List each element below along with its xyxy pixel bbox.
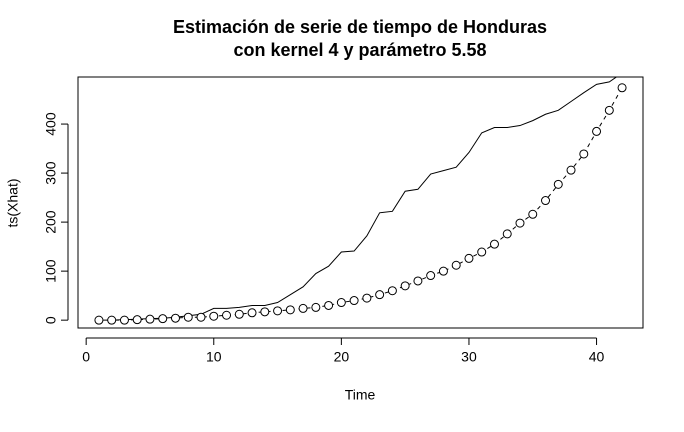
- data-point: [196, 312, 206, 322]
- data-point: [119, 315, 129, 325]
- y-axis-label: ts(Xhat): [5, 178, 21, 227]
- data-point: [426, 271, 436, 281]
- data-point: [451, 260, 461, 270]
- plot-frame: [77, 76, 644, 329]
- data-point: [528, 209, 538, 219]
- data-point: [145, 314, 155, 324]
- data-point: [579, 149, 589, 159]
- data-point: [234, 309, 244, 319]
- data-point: [183, 312, 193, 322]
- y-tick-label: 300: [43, 161, 59, 185]
- data-point: [349, 296, 359, 306]
- data-point: [132, 315, 142, 325]
- data-point: [273, 306, 283, 316]
- data-point: [400, 281, 410, 291]
- data-point: [515, 218, 525, 228]
- chart-title: Estimación de serie de tiempo de Hondura…: [173, 17, 547, 37]
- data-point: [438, 266, 448, 276]
- data-point: [311, 302, 321, 312]
- data-point: [260, 307, 270, 317]
- data-point: [324, 300, 334, 310]
- data-point: [209, 311, 219, 321]
- data-point: [617, 83, 627, 93]
- data-point: [502, 229, 512, 239]
- x-tick-label: 40: [589, 349, 605, 365]
- data-point: [489, 239, 499, 249]
- data-point: [387, 286, 397, 296]
- data-point: [247, 308, 257, 318]
- y-tick-label: 100: [43, 259, 59, 283]
- data-point: [592, 126, 602, 136]
- x-tick-label: 0: [82, 349, 90, 365]
- data-point: [604, 105, 614, 115]
- data-point: [375, 290, 385, 300]
- data-point: [222, 310, 232, 320]
- data-point: [553, 179, 563, 189]
- x-tick-label: 30: [461, 349, 477, 365]
- data-point: [94, 315, 104, 325]
- data-point: [298, 303, 308, 313]
- data-point: [336, 298, 346, 308]
- x-axis-label: Time: [345, 387, 376, 403]
- x-tick-label: 20: [334, 349, 350, 365]
- data-point: [158, 314, 168, 324]
- data-point: [170, 313, 180, 323]
- data-point: [566, 165, 576, 175]
- chart-title: con kernel 4 y parámetro 5.58: [233, 40, 486, 60]
- data-point: [541, 196, 551, 206]
- x-tick-label: 10: [206, 349, 222, 365]
- data-point: [362, 293, 372, 303]
- y-tick-label: 400: [43, 112, 59, 136]
- data-point: [477, 247, 487, 257]
- plot-area: [94, 77, 627, 325]
- y-tick-label: 200: [43, 210, 59, 234]
- data-point: [413, 276, 423, 286]
- data-point: [107, 315, 117, 325]
- y-tick-label: 0: [43, 316, 59, 324]
- data-point: [285, 305, 295, 315]
- data-point: [464, 253, 474, 263]
